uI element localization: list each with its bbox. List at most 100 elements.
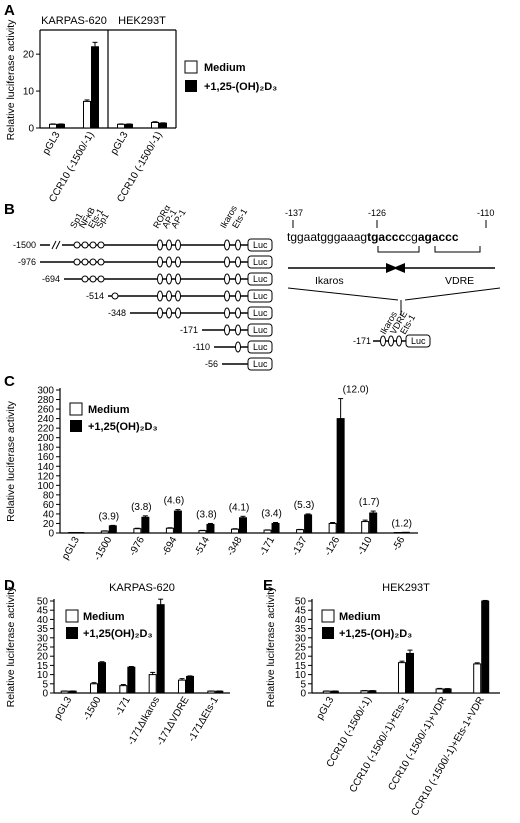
bar-vd [91, 46, 99, 129]
bar-vd [98, 662, 106, 694]
construct-label: -1500 [13, 240, 36, 250]
y-tick-label: 60 [43, 500, 55, 511]
binding-site [235, 290, 241, 302]
y-axis-label: Relative luciferase activity [265, 586, 277, 708]
luc-label: Luc [253, 274, 268, 284]
y-tick-label: 0 [28, 124, 34, 135]
x-tick-label: -126 [323, 535, 343, 558]
y-tick-label: 0 [42, 689, 48, 700]
binding-site [157, 290, 163, 302]
y-tick-label: 35 [37, 624, 49, 635]
x-tick-label: -694 [160, 535, 180, 558]
luc-label: Luc [253, 342, 268, 352]
mini-site-vdre-ellipse [388, 335, 394, 347]
y-tick-label: 25 [37, 643, 49, 654]
luc-box [247, 306, 273, 320]
luc-label: Luc [253, 257, 268, 267]
construct-label: -514 [86, 291, 104, 301]
binding-site [97, 241, 105, 249]
binding-site [111, 292, 119, 300]
y-tick-label: 20 [43, 519, 55, 530]
luc-box [247, 289, 273, 303]
binding-site [224, 256, 230, 268]
legend-label-medium: Medium [339, 611, 381, 623]
arrow-vdre-head [393, 263, 405, 273]
legend-swatch-vd [185, 80, 197, 92]
promoter-diagram: Sp1 NFκB Ets-1 Sp1 RORα AP-1 AP-1 Ikaros… [13, 203, 501, 371]
binding-site [166, 239, 172, 251]
binding-site [175, 256, 181, 268]
y-axis-label: Relative luciferase activity [5, 400, 17, 522]
bar-medium [296, 529, 305, 534]
fold-annotation: (5.3) [294, 500, 315, 511]
legend-e: Medium +1,25-(OH)₂D₃ [321, 609, 412, 640]
y-tick-label: 100 [37, 481, 54, 492]
y-tick-label: 45 [37, 606, 49, 617]
arrow-ikaros-head [386, 263, 398, 273]
luc-label: Luc [253, 359, 268, 369]
binding-site [166, 290, 172, 302]
binding-site [157, 239, 163, 251]
x-tick-label: pGL3 [109, 130, 131, 157]
bar-medium [133, 528, 142, 534]
bar-medium [435, 688, 444, 694]
x-tick-label: -514 [193, 535, 213, 558]
y-tick-label: 30 [295, 633, 307, 644]
binding-site [175, 290, 181, 302]
bar-vd [57, 123, 65, 129]
break-mark [51, 240, 57, 250]
y-tick-label: 120 [37, 471, 54, 482]
bar-medium [393, 532, 402, 534]
binding-site [224, 307, 230, 319]
binding-site [166, 307, 172, 319]
sequence-text: tggaatgggaaagtgaccccgagaccc [287, 230, 459, 244]
construct-label: -56 [205, 359, 218, 369]
y-tick-label: 5 [300, 679, 306, 690]
y-axis-label: Relative luciferase activity [5, 19, 17, 141]
x-tick-label: -110 [356, 535, 375, 558]
legend-swatch-vd [70, 420, 82, 432]
y-tick-label: 20 [295, 652, 307, 663]
legend-label-medium: Medium [83, 611, 125, 623]
bar-medium [178, 679, 186, 694]
break-mark [55, 240, 61, 250]
binding-site [224, 290, 230, 302]
bar-vd [127, 666, 136, 694]
bar-vd [125, 123, 133, 129]
x-tick-label: -1500 [81, 695, 104, 723]
bar-medium [68, 532, 77, 534]
binding-site [175, 307, 181, 319]
construct-label: -694 [42, 274, 60, 284]
binding-site [73, 241, 81, 249]
seq-pos-110: -110 [477, 208, 494, 218]
bar-vd [304, 514, 313, 534]
binding-site [157, 307, 163, 319]
x-tick-label: pGL3 [315, 695, 337, 722]
binding-site [224, 239, 230, 251]
seq-pos-137: -137 [285, 208, 303, 218]
bar-vd [159, 122, 167, 129]
funnel-right [404, 287, 501, 301]
x-tick-label: CCR10 (-1500/-1)+Ets-1+VDR [409, 695, 486, 818]
binding-site [157, 273, 163, 285]
binding-site [89, 241, 97, 249]
bar-medium [165, 527, 174, 534]
seq-part2: cg [405, 230, 418, 244]
bar-medium [119, 685, 128, 694]
bar-vd [406, 652, 414, 694]
y-tick-label: 20 [23, 50, 35, 61]
construct-list: -1500 Luc -976 Luc -694 Luc -514 Luc -348 Luc -171… [13, 238, 273, 371]
binding-site [235, 273, 241, 285]
legend-swatch-medium [184, 60, 198, 74]
bar-medium [328, 522, 337, 534]
y-tick-label: 40 [295, 615, 307, 626]
x-tick-label: -1500 [92, 535, 115, 563]
bar-vd [481, 600, 490, 694]
bar-vd [108, 525, 117, 534]
construct-label: -171 [180, 325, 198, 335]
y-tick-label: 45 [295, 606, 307, 617]
y-tick-label: 20 [37, 652, 49, 663]
bar-medium [90, 683, 98, 694]
